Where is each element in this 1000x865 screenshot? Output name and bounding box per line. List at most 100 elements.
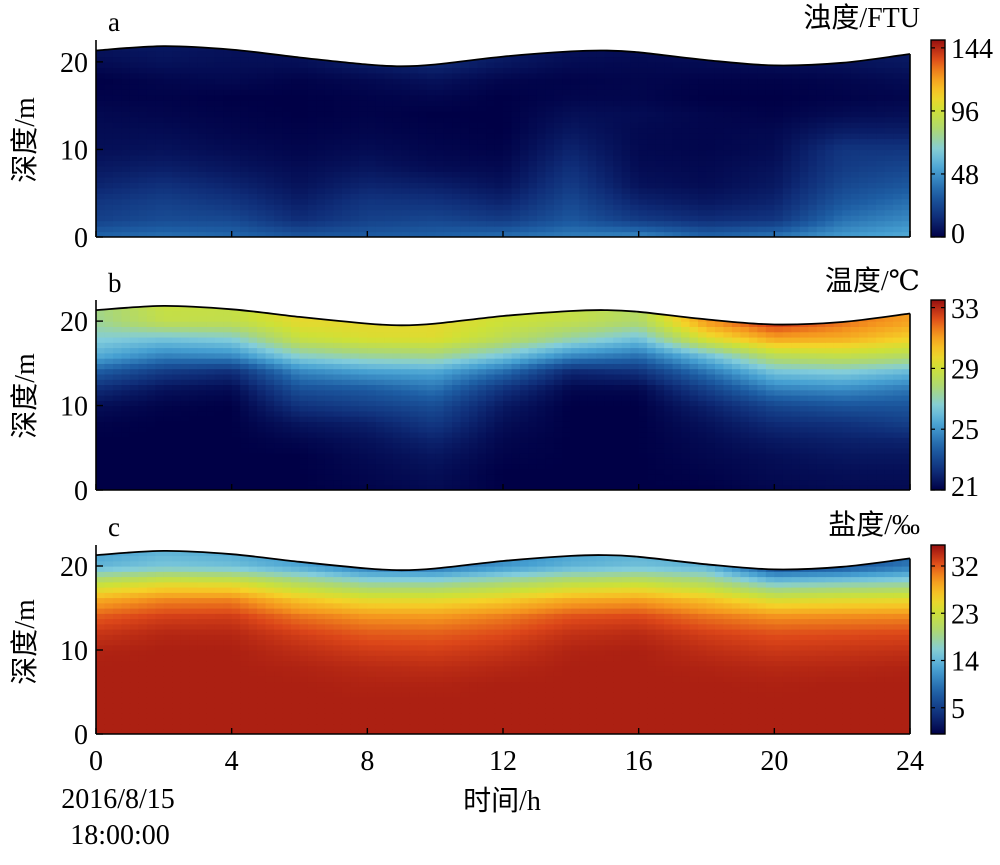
heat-cell [673,171,682,177]
heat-cell [232,111,241,117]
heat-cell [715,421,724,427]
heat-cell [605,133,614,139]
heat-cell [376,453,385,459]
heat-cell [639,453,648,459]
heat-cell [673,155,682,161]
heat-cell [664,226,673,232]
heat-cell [571,67,580,73]
heat-cell [613,133,622,139]
heat-cell [842,100,851,106]
heat-cell [656,464,665,470]
heat-cell [715,117,724,123]
heat-cell [774,139,783,145]
heat-cell [444,464,453,470]
heat-cell [350,474,359,480]
heat-cell [749,199,758,205]
heat-cell [596,193,605,199]
heat-cell [520,193,529,199]
heat-cell [359,111,368,117]
heat-cell [732,78,741,84]
heat-cell [189,204,198,210]
heat-cell [537,40,546,46]
heat-cell [885,155,894,161]
heat-cell [427,182,436,188]
heat-cell [673,427,682,433]
heat-cell [181,84,190,90]
heat-cell [172,171,181,177]
heat-cell [469,100,478,106]
heat-cell [359,188,368,194]
heat-cell [435,464,444,470]
heat-cell [240,182,249,188]
heat-cell [452,437,461,443]
heat-cell [520,188,529,194]
heat-cell [605,139,614,145]
panel-a-field [96,40,911,238]
heat-cell [206,128,215,134]
heat-cell [740,427,749,433]
heat-cell [495,177,504,183]
heat-cell [401,458,410,464]
heat-cell [511,448,520,454]
heat-cell [291,226,300,232]
heat-cell [240,443,249,449]
heat-cell [367,111,376,117]
heat-cell [893,193,902,199]
heat-cell [198,62,207,68]
heat-cell [418,458,427,464]
heat-cell [376,56,385,62]
heat-cell [868,73,877,79]
heat-cell [791,448,800,454]
heat-cell [757,448,766,454]
heat-cell [444,479,453,485]
heat-cell [138,144,147,150]
heat-cell [113,89,122,95]
heat-cell [164,95,173,101]
heat-cell [155,62,164,68]
heat-cell [800,149,809,155]
heat-cell [622,464,631,470]
heat-cell [240,479,249,485]
heat-cell [690,62,699,68]
heat-cell [283,188,292,194]
heat-cell [503,155,512,161]
heat-cell [698,62,707,68]
heat-cell [257,160,266,166]
heat-cell [656,149,665,155]
heat-cell [571,133,580,139]
heat-cell [503,62,512,68]
heat-cell [537,62,546,68]
heat-cell [732,215,741,221]
heat-cell [588,177,597,183]
heat-cell [257,215,266,221]
heat-cell [842,78,851,84]
heat-cell [791,427,800,433]
heat-cell [393,106,402,112]
heat-cell [656,155,665,161]
heat-cell [766,474,775,480]
heat-cell [300,73,309,79]
heat-cell [376,155,385,161]
heat-cell [198,40,207,46]
heat-cell [723,182,732,188]
heat-cell [283,177,292,183]
heat-cell [427,166,436,172]
heat-cell [571,193,580,199]
heat-cell [698,73,707,79]
heat-cell [630,210,639,216]
heat-cell [333,479,342,485]
heat-cell [486,139,495,145]
heat-cell [783,111,792,117]
heat-cell [808,73,817,79]
heat-cell [232,448,241,454]
heat-cell [181,221,190,227]
heat-cell [791,215,800,221]
heat-cell [774,188,783,194]
heat-cell [596,128,605,134]
heat-cell [164,204,173,210]
heat-cell [681,479,690,485]
heat-cell [740,416,749,422]
heat-cell [605,221,614,227]
heat-cell [121,443,130,449]
heat-cell [834,479,843,485]
